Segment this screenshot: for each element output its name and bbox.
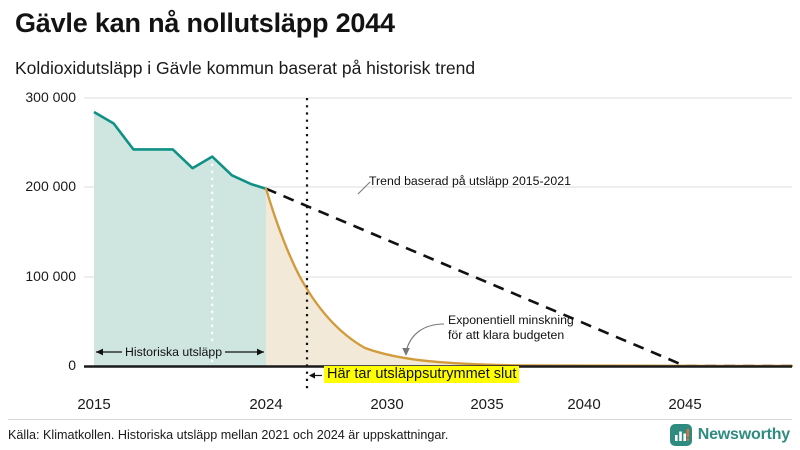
historical-span-annotation: Historiska utsläpp xyxy=(122,345,226,359)
brand-name: Newsworthy xyxy=(697,426,790,443)
y-tick-300000: 300 000 xyxy=(25,89,76,105)
x-tick-2030: 2030 xyxy=(370,396,404,413)
budget-exhausted-annotation: Här tar utsläppsutrymmet slut xyxy=(324,366,520,383)
page-title: Gävle kan nå nollutsläpp 2044 xyxy=(15,8,395,38)
y-tick-100000: 100 000 xyxy=(25,268,76,284)
x-tick-2035: 2035 xyxy=(470,396,504,413)
bar-chart-icon xyxy=(669,424,692,446)
exponential-annotation-line2: för att klara budgeten xyxy=(448,327,565,342)
y-tick-200000: 200 000 xyxy=(25,178,76,194)
trend-annotation-leader xyxy=(357,181,371,195)
x-tick-2024: 2024 xyxy=(249,396,283,413)
historical-area-fill xyxy=(94,112,266,366)
x-tick-2015: 2015 xyxy=(77,396,111,413)
chart-subtitle: Koldioxidutsläpp i Gävle kommun baserat … xyxy=(15,58,476,78)
exponential-annotation-arrow xyxy=(402,323,445,356)
budget-exhausted-arrow xyxy=(309,372,322,379)
newsworthy-logo: Newsworthy xyxy=(669,424,790,446)
source-note: Källa: Klimatkollen. Historiska utsläpp … xyxy=(8,428,449,442)
trend-annotation: Trend baserad på utsläpp 2015-2021 xyxy=(369,174,571,188)
budget-area-fill xyxy=(266,188,792,366)
x-tick-2045: 2045 xyxy=(668,396,702,413)
exponential-annotation-line1: Exponentiell minskning xyxy=(448,313,574,327)
historical-line xyxy=(93,110,267,190)
x-tick-2040: 2040 xyxy=(567,396,601,413)
footer-divider xyxy=(8,419,792,420)
exponential-annotation: Exponentiell minskning för att klara bud… xyxy=(448,313,574,342)
y-tick-0: 0 xyxy=(68,357,76,373)
